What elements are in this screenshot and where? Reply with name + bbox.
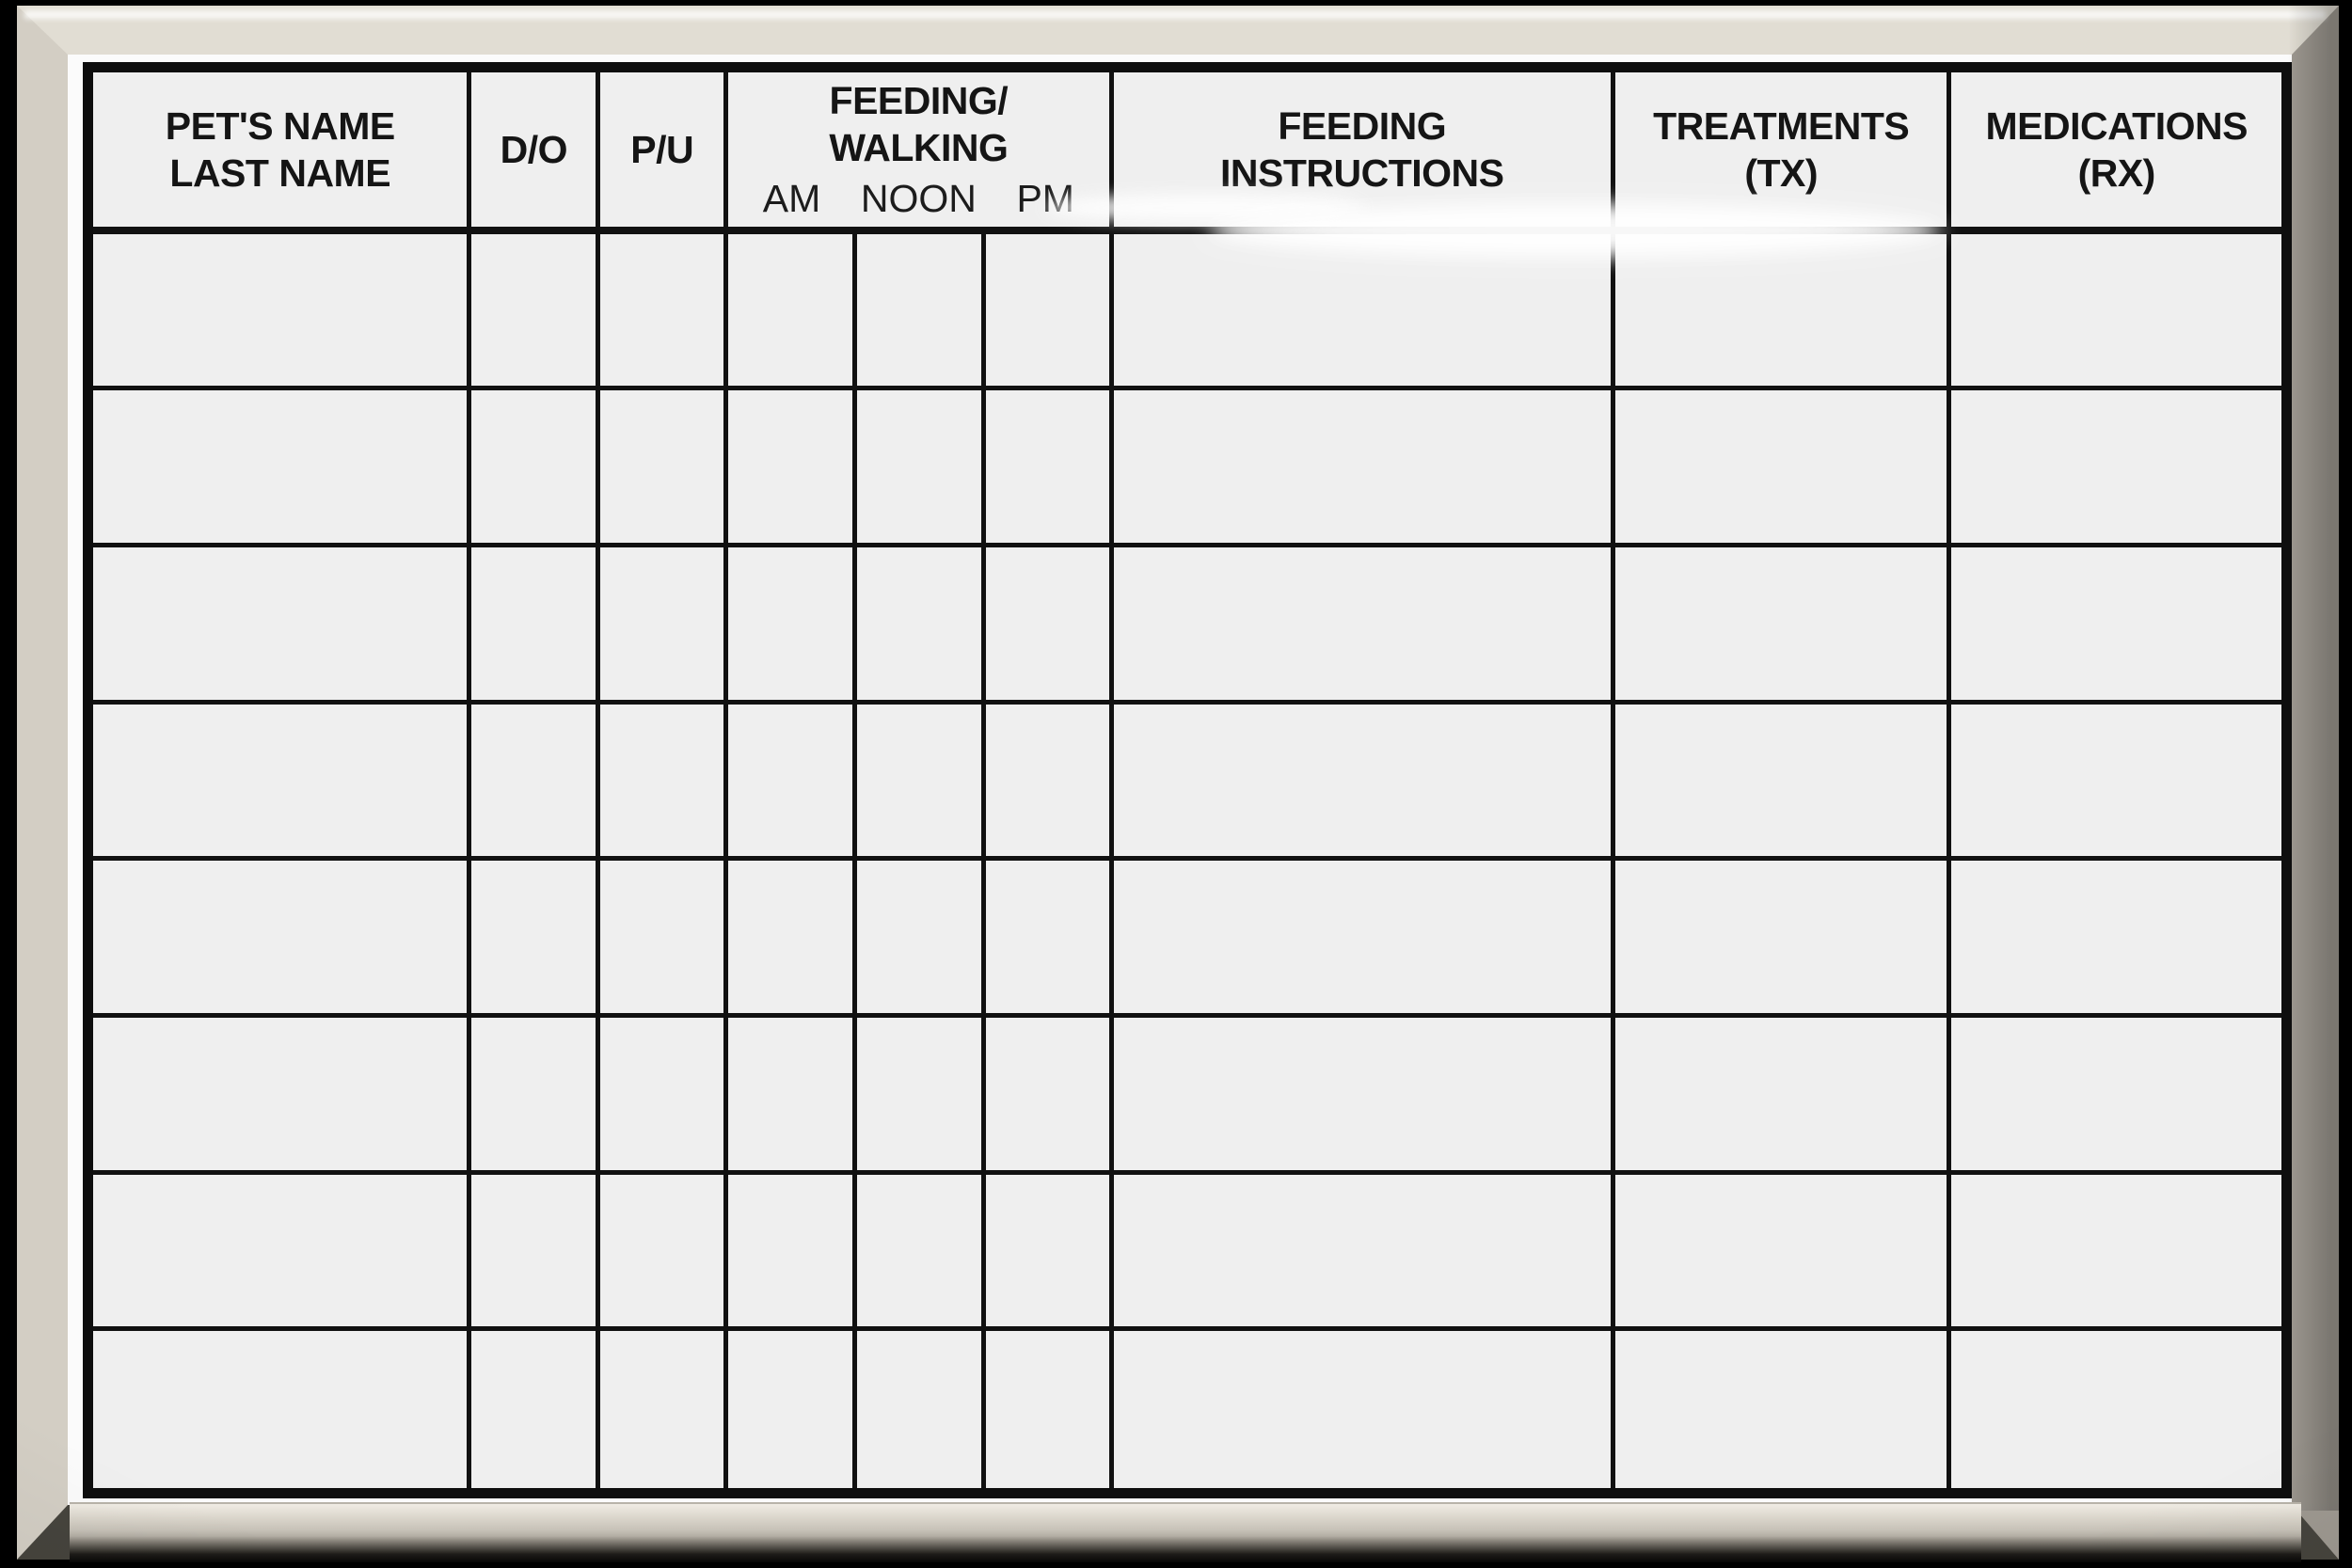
cell-feeding-pm-row5 [985,861,1114,1018]
cell-pick-up-row1 [600,233,729,391]
cell-feeding-instructions-row7 [1113,1174,1615,1332]
cell-feeding-instructions-row1 [1113,233,1615,391]
cell-drop-off-row4 [471,704,601,862]
cell-pets-name-row3 [93,547,472,705]
cell-treatments-row1 [1614,233,1952,391]
glare-streak-main [1209,203,1943,258]
column-header-pick-up: P/U [600,72,729,234]
cell-medications-row8 [1951,1331,2281,1488]
cell-medications-row4 [1951,704,2281,862]
cell-pick-up-row2 [600,390,729,547]
cell-pets-name-row4 [93,704,472,862]
header-label-line: FEEDING [1278,103,1447,148]
cell-drop-off-row2 [471,390,601,547]
cell-feeding-am-row5 [728,861,857,1018]
cell-pick-up-row6 [600,1018,729,1175]
cell-feeding-pm-row3 [985,547,1114,705]
cell-feeding-pm-row2 [985,390,1114,547]
cell-pick-up-row8 [600,1331,729,1488]
cell-feeding-am-row2 [728,390,857,547]
cell-feeding-instructions-row5 [1113,861,1615,1018]
cell-feeding-instructions-row3 [1113,547,1615,705]
cell-feeding-instructions-row2 [1113,390,1615,547]
cell-treatments-row7 [1614,1174,1952,1332]
cell-feeding-pm-row7 [985,1174,1114,1332]
cell-feeding-pm-row6 [985,1018,1114,1175]
cell-pets-name-row7 [93,1174,472,1332]
cell-treatments-row6 [1614,1018,1952,1175]
pet-care-table: PET'S NAME LAST NAME D/O P/U FEEDING/ WA… [83,62,2292,1498]
frame-top-highlight [24,10,2326,19]
cell-feeding-am-row3 [728,547,857,705]
cell-medications-row6 [1951,1018,2281,1175]
cell-feeding-am-row8 [728,1331,857,1488]
cell-pets-name-row8 [93,1331,472,1488]
header-label-line: MEDICATIONS [1985,103,2248,148]
cell-treatments-row8 [1614,1331,1952,1488]
cell-pick-up-row5 [600,861,729,1018]
cell-medications-row5 [1951,861,2281,1018]
cell-treatments-row5 [1614,861,1952,1018]
cell-pets-name-row1 [93,233,472,391]
marker-tray [70,1502,2301,1562]
cell-feeding-am-row1 [728,233,857,391]
cell-treatments-row3 [1614,547,1952,705]
cell-feeding-noon-row3 [856,547,986,705]
cell-medications-row1 [1951,233,2281,391]
cell-drop-off-row5 [471,861,601,1018]
cell-treatments-row2 [1614,390,1952,547]
cell-pets-name-row6 [93,1018,472,1175]
column-header-drop-off: D/O [471,72,601,234]
cell-drop-off-row3 [471,547,601,705]
frame-right-shadow [2288,6,2341,1511]
table-grid: PET'S NAME LAST NAME D/O P/U FEEDING/ WA… [93,72,2281,1488]
header-label-line: (RX) [2077,150,2156,195]
header-label-line: LAST NAME [169,150,391,195]
header-label-line: (TX) [1744,150,1819,195]
cell-feeding-pm-row1 [985,233,1114,391]
column-header-feeding-walking: FEEDING/ WALKING AM NOON PM [728,72,1114,234]
cell-drop-off-row1 [471,233,601,391]
cell-feeding-noon-row1 [856,233,986,391]
cell-feeding-noon-row5 [856,861,986,1018]
cell-treatments-row4 [1614,704,1952,862]
cell-feeding-instructions-row4 [1113,704,1615,862]
cell-feeding-noon-row2 [856,390,986,547]
cell-feeding-am-row4 [728,704,857,862]
cell-drop-off-row6 [471,1018,601,1175]
cell-pick-up-row3 [600,547,729,705]
header-label-line: P/U [630,127,694,171]
header-label-line: D/O [500,127,568,171]
header-label-line: WALKING [829,125,1009,169]
cell-drop-off-row8 [471,1331,601,1488]
cell-feeding-am-row6 [728,1018,857,1175]
header-label-line: INSTRUCTIONS [1220,150,1504,195]
cell-feeding-am-row7 [728,1174,857,1332]
cell-feeding-pm-row8 [985,1331,1114,1488]
sub-header-noon: NOON [860,176,977,220]
column-header-medications: MEDICATIONS (RX) [1951,72,2281,234]
cell-pets-name-row2 [93,390,472,547]
header-label-line: PET'S NAME [165,103,395,148]
cell-feeding-noon-row7 [856,1174,986,1332]
cell-feeding-noon-row4 [856,704,986,862]
cell-feeding-pm-row4 [985,704,1114,862]
cell-feeding-noon-row8 [856,1331,986,1488]
sub-header-am: AM [762,176,821,220]
cell-medications-row7 [1951,1174,2281,1332]
cell-drop-off-row7 [471,1174,601,1332]
cell-feeding-noon-row6 [856,1018,986,1175]
cell-pick-up-row7 [600,1174,729,1332]
cell-medications-row2 [1951,390,2281,547]
cell-feeding-instructions-row8 [1113,1331,1615,1488]
feeding-walking-sub-headers: AM NOON PM [728,175,1108,222]
cell-pets-name-row5 [93,861,472,1018]
cell-feeding-instructions-row6 [1113,1018,1615,1175]
cell-medications-row3 [1951,547,2281,705]
header-label-line: FEEDING/ [829,78,1009,122]
cell-pick-up-row4 [600,704,729,862]
header-label-line: TREATMENTS [1653,103,1910,148]
column-header-pets-name: PET'S NAME LAST NAME [93,72,472,234]
